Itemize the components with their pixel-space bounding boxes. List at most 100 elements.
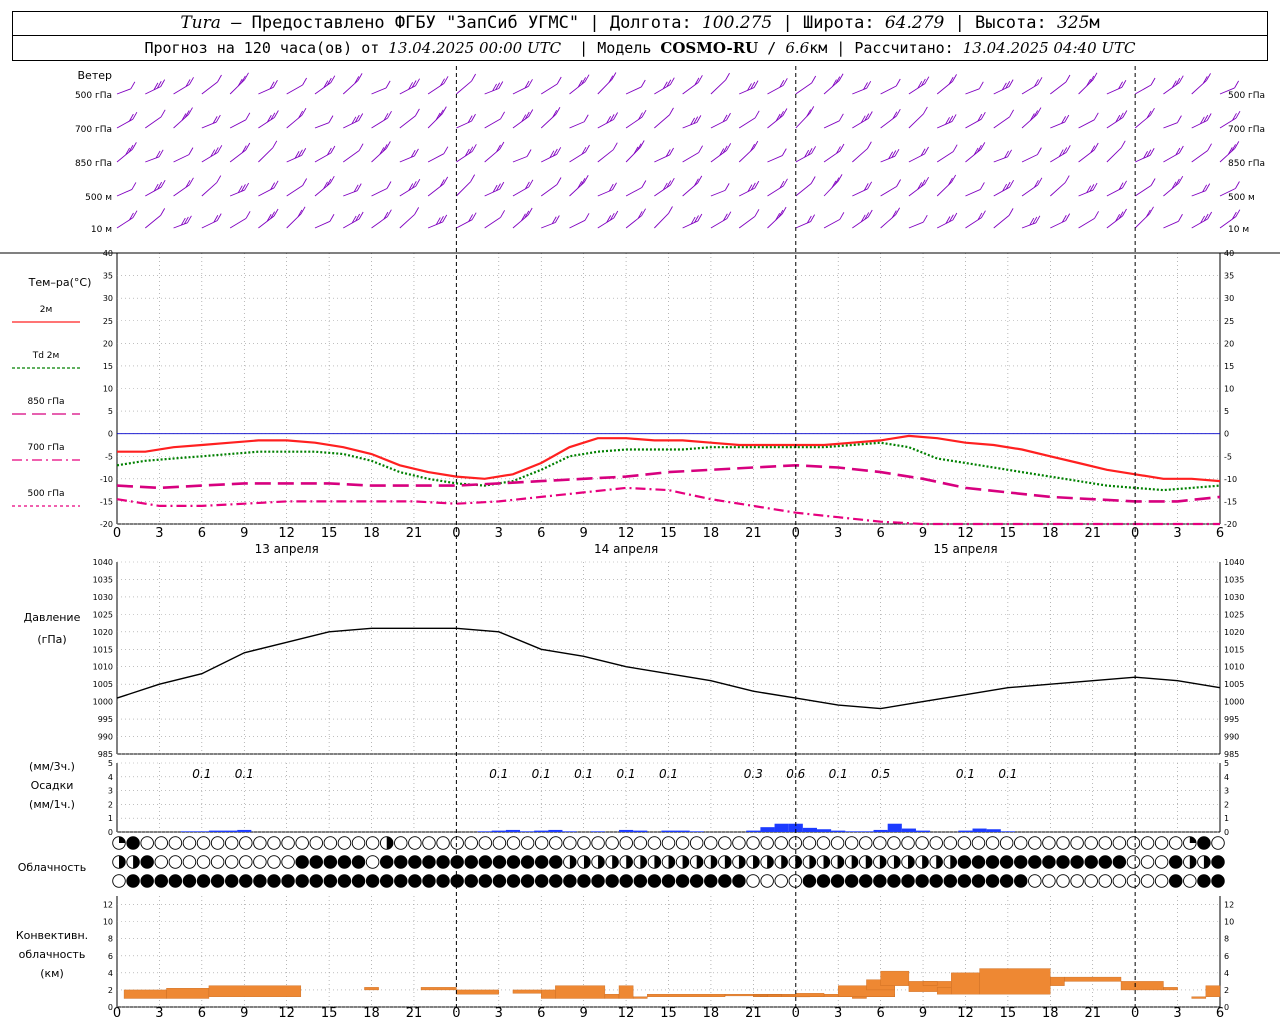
wind-barb-feather: [328, 115, 334, 123]
precip-bar: [887, 823, 902, 832]
wind-barb-feather: [1232, 113, 1237, 121]
wind-barb: [682, 182, 699, 197]
wind-barb-feather: [492, 83, 497, 92]
y-tick-label-left: 35: [103, 272, 113, 281]
cloud-symbol: [253, 836, 267, 850]
wind-barb: [427, 183, 444, 197]
cloud-symbol-fill: [809, 855, 816, 862]
wind-barb: [597, 149, 614, 163]
y-tick-label-left: -20: [100, 520, 113, 529]
wind-barb-feather: [1036, 107, 1042, 115]
wind-barb-feather: [726, 143, 732, 151]
wind-barb: [1106, 117, 1124, 129]
cloud-symbol-fill: [795, 862, 802, 869]
x-tick-label: 0: [452, 1006, 460, 1021]
wind-barb-feather: [1115, 114, 1121, 123]
wind-barb-feather: [1205, 183, 1211, 191]
wind-barb-feather: [864, 212, 870, 220]
cloud-symbol: [323, 874, 338, 888]
precip-bar: [223, 830, 238, 832]
wind-barb-feather: [781, 148, 787, 156]
wind-barb: [654, 184, 671, 197]
wind-barb-feather: [866, 80, 872, 89]
wind-barb-feather: [1146, 110, 1152, 119]
wind-barb-feather: [301, 148, 307, 156]
wind-barb: [145, 156, 160, 163]
wind-barb-feather: [698, 75, 703, 83]
x-tick-label: 15: [660, 1006, 677, 1021]
wind-barb-feather: [662, 81, 668, 89]
cloud-symbol: [492, 855, 507, 869]
wind-barb: [456, 80, 472, 95]
wind-barb-feather: [1121, 80, 1127, 88]
wind-barb-feather: [807, 148, 813, 156]
wind-level-label-left: 700 гПа: [75, 125, 112, 135]
wind-barb: [116, 217, 134, 229]
x-tick-label: 21: [406, 526, 423, 541]
wind-barb-feather: [1149, 206, 1154, 215]
wind-barb-feather: [385, 141, 391, 149]
cloud-symbol: [549, 855, 563, 869]
cloud-symbol: [1112, 855, 1127, 869]
wind-barb-feather: [1202, 184, 1208, 193]
wind-barb: [116, 88, 132, 95]
wind-barb-feather: [1090, 145, 1096, 153]
cloud-symbol-fill: [753, 855, 760, 862]
wind-barb-feather: [528, 109, 534, 117]
cloud-symbol: [816, 874, 831, 888]
cloud-symbol: [464, 836, 478, 850]
x-tick-label: 21: [406, 1006, 423, 1021]
wind-barb-feather: [694, 77, 700, 86]
wind-barb-feather: [357, 73, 363, 81]
x-tick-label: 6: [1216, 526, 1224, 541]
temp-legend-label: 2м: [40, 305, 53, 315]
wind-barb: [399, 185, 417, 197]
x-tick-label: 9: [580, 1006, 588, 1021]
x-tick-label: 0: [113, 1006, 121, 1021]
wind-barb-feather: [917, 182, 923, 190]
cloud-symbol: [337, 855, 352, 869]
y-tick-label-right: -5: [1224, 452, 1232, 461]
cloud-symbol-fill: [950, 862, 957, 869]
wind-barb-feather: [266, 114, 272, 123]
wind-barb-feather: [722, 145, 728, 154]
pressure-panel: 1040 1040 1035 1035 1030 1030 1025 1025 1020 1020…: [24, 558, 1245, 759]
wind-barb: [512, 85, 529, 95]
wind-barb-feather: [528, 79, 533, 87]
wind-barb-feather: [153, 82, 159, 91]
cloud-symbol: [450, 855, 464, 869]
wind-barb-feather: [270, 182, 276, 190]
wind-barb-feather: [440, 78, 445, 86]
cloud-symbol: [746, 874, 760, 888]
cloud-symbol: [436, 874, 450, 888]
wind-barb-feather: [1122, 110, 1128, 118]
wind-barb-feather: [894, 148, 900, 157]
wind-barb-feather: [978, 81, 984, 90]
wind-barb-feather: [669, 177, 675, 186]
wind-barb: [173, 83, 190, 95]
cloud-symbol: [1084, 855, 1098, 869]
wind-barb-feather: [750, 182, 756, 191]
precip-bar: [689, 831, 704, 832]
y-tick-label-left: 6: [108, 952, 113, 961]
cloud-symbol-fill: [879, 855, 887, 862]
cloud-symbol: [971, 836, 986, 850]
x-tick-label: 18: [703, 1006, 720, 1021]
cloud-symbol: [1183, 874, 1197, 888]
cloud-symbol: [520, 836, 535, 850]
wind-barb-feather: [811, 75, 817, 84]
cloud-symbol: [267, 855, 281, 869]
wind-barb-feather: [298, 110, 304, 119]
wind-barb: [569, 81, 586, 95]
cloud-symbol: [1126, 836, 1141, 850]
wind-barb-feather: [329, 214, 335, 222]
wind-barb-feather: [326, 147, 332, 156]
wind-barb-feather: [639, 140, 645, 148]
wind-barb-feather: [269, 81, 275, 89]
longitude-value: 100.275: [701, 13, 773, 33]
wind-barb-feather: [867, 111, 873, 119]
y-tick-label-right: 10: [1224, 385, 1234, 394]
y-tick-label-right: 995: [1224, 715, 1239, 724]
cloud-symbol: [873, 874, 887, 888]
wind-barb-feather: [1037, 147, 1042, 155]
